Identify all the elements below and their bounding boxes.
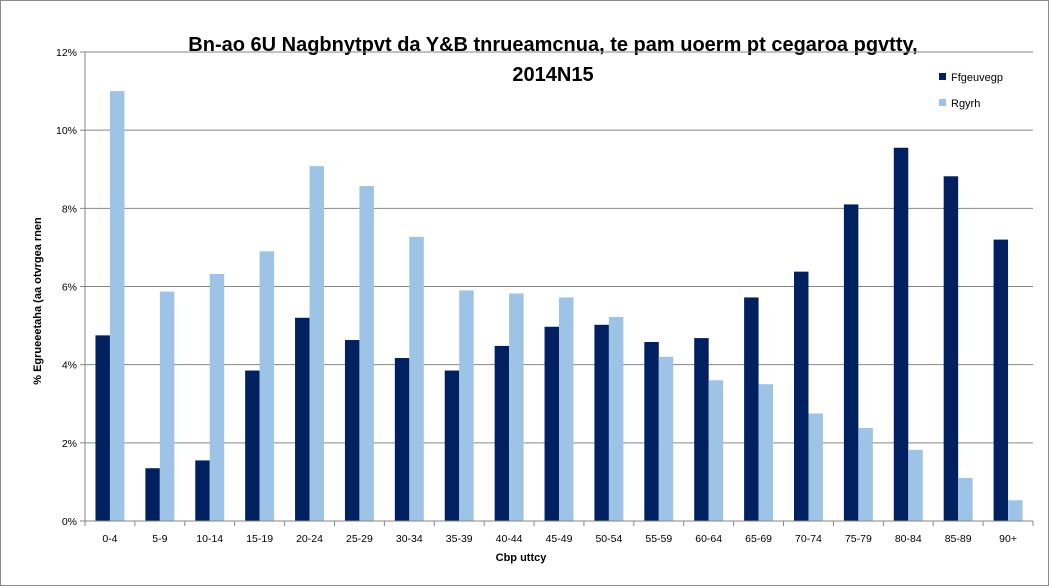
x-tick-labels: 0-4 5-9 10-14 15-19 20-24 25-29 30-34 35-39 40-4… [102, 533, 1017, 545]
bar-series-1 [544, 326, 559, 521]
x-tick-label: 35-39 [446, 533, 473, 545]
bar-series-1 [694, 338, 709, 521]
bar-series-2 [259, 251, 275, 521]
x-tick-label: 40-44 [496, 533, 523, 545]
x-tick-label: 0-4 [102, 533, 117, 545]
x-tick-label: 55-59 [645, 533, 672, 545]
bar-series-1 [95, 335, 110, 521]
gridlines [80, 51, 1033, 522]
bar-series-1 [993, 239, 1009, 521]
x-tick-label: 80-84 [895, 533, 922, 545]
bar-series-1 [494, 345, 510, 521]
x-tick-label: 75-79 [845, 533, 872, 545]
bar-series-1 [295, 317, 310, 521]
y-tick-label: 4% [62, 360, 77, 372]
y-tick-labels: 0% 2% 4% 6% 8% 10% 12% [56, 47, 77, 528]
bar-series-2 [708, 380, 724, 521]
bar-series-1 [744, 297, 759, 521]
x-tick-label: 50-54 [595, 533, 622, 545]
bar-series-2 [608, 316, 624, 521]
legend: Ffgeuvegp Rgyrh [939, 72, 1003, 110]
bar-series-2 [309, 166, 324, 521]
bar-series-2 [459, 290, 474, 521]
bar-series-1 [594, 324, 609, 521]
x-tick-label: 60-64 [695, 533, 722, 545]
bar-series-2 [758, 384, 774, 521]
bar-series-2 [109, 91, 125, 521]
x-axis-title: Cbp uttcy [496, 552, 548, 564]
y-tick-label: 10% [56, 125, 77, 137]
x-tick-label: 70-74 [795, 533, 822, 545]
bar-series-2 [958, 478, 973, 521]
bar-series-2 [1008, 500, 1023, 521]
bar-series-2 [509, 293, 524, 521]
x-tick-label: 5-9 [152, 533, 167, 545]
x-tick-label: 85-89 [945, 533, 972, 545]
y-tick-label: 0% [62, 516, 77, 528]
y-axis-title: % Egrueeetaha (aa otvrgea rnen [32, 217, 44, 385]
bar-series-1 [644, 341, 659, 521]
bar-series-2 [908, 449, 923, 521]
chart-title-line-1: Bn-ao 6U Nagbnytpvt da Y&B tnrueamcnua, … [188, 34, 917, 56]
legend-label: Ffgeuvegp [951, 72, 1003, 84]
bar-series-2 [559, 297, 574, 521]
bar-series-2 [209, 273, 225, 521]
bar-series-1 [344, 340, 360, 521]
x-tick-label: 15-19 [246, 533, 273, 545]
x-tick-label: 90+ [999, 533, 1017, 545]
y-tick-label: 12% [56, 47, 77, 59]
bar-series-1 [444, 370, 460, 521]
bar-series-1 [843, 204, 859, 522]
x-tick-label: 25-29 [346, 533, 373, 545]
axes [84, 52, 1034, 526]
bar-series-1 [245, 370, 260, 521]
legend-swatch [939, 99, 946, 106]
x-tick-label: 65-69 [745, 533, 772, 545]
bar-series-2 [359, 186, 374, 521]
x-tick-label: 30-34 [396, 533, 423, 545]
x-tick-label: 10-14 [196, 533, 223, 545]
y-tick-label: 2% [62, 438, 77, 450]
bars [95, 91, 1023, 522]
chart-title-line-2: 2014N15 [512, 64, 593, 86]
x-tick-label: 20-24 [296, 533, 323, 545]
bar-series-1 [893, 147, 909, 522]
y-tick-label: 8% [62, 203, 77, 215]
x-tick-label: 45-49 [546, 533, 573, 545]
bar-series-2 [858, 427, 873, 521]
bar-series-1 [943, 176, 959, 521]
y-tick-label: 6% [62, 282, 77, 294]
bar-series-2 [658, 356, 674, 521]
legend-label: Rgyrh [951, 98, 980, 110]
bar-series-2 [159, 291, 175, 521]
bar-series-1 [394, 358, 410, 521]
bar-series-1 [145, 468, 160, 521]
bar-series-2 [808, 413, 823, 521]
bar-series-1 [794, 271, 809, 521]
legend-swatch [939, 73, 946, 80]
bar-series-2 [409, 236, 424, 521]
bar-series-1 [195, 460, 210, 521]
